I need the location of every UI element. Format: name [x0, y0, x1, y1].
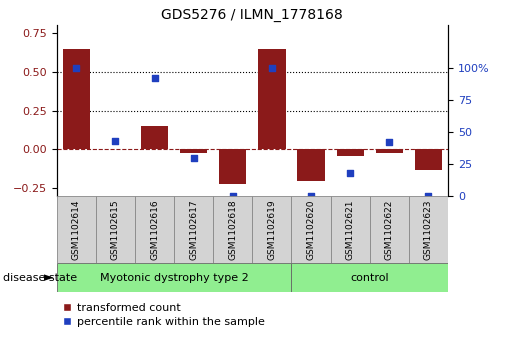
Bar [291, 263, 448, 292]
Bar [96, 196, 135, 263]
Bar [62, 49, 90, 150]
Text: GSM1102614: GSM1102614 [72, 199, 81, 260]
Bar [213, 196, 252, 263]
Text: control: control [351, 273, 389, 283]
Text: GSM1102621: GSM1102621 [346, 199, 355, 260]
Bar [174, 196, 213, 263]
Point [229, 193, 237, 199]
Text: GSM1102617: GSM1102617 [189, 199, 198, 260]
Text: GSM1102623: GSM1102623 [424, 199, 433, 260]
Bar [57, 263, 291, 292]
Bar [409, 196, 448, 263]
Point [72, 65, 80, 71]
Text: Myotonic dystrophy type 2: Myotonic dystrophy type 2 [100, 273, 248, 283]
Point [268, 65, 276, 71]
Point [346, 170, 354, 176]
Point [150, 76, 159, 81]
Title: GDS5276 / ILMN_1778168: GDS5276 / ILMN_1778168 [162, 8, 343, 22]
Point [424, 193, 433, 199]
Text: ►: ► [44, 271, 54, 284]
Bar [375, 150, 403, 152]
Bar [415, 150, 442, 170]
Text: GSM1102618: GSM1102618 [228, 199, 237, 260]
Point [190, 155, 198, 160]
Bar [135, 196, 174, 263]
Bar [180, 150, 208, 152]
Text: GSM1102620: GSM1102620 [306, 199, 316, 260]
Bar [291, 196, 331, 263]
Bar [258, 49, 286, 150]
Point [385, 139, 393, 145]
Point [307, 193, 315, 199]
Bar [57, 196, 96, 263]
Bar [252, 196, 291, 263]
Text: GSM1102615: GSM1102615 [111, 199, 120, 260]
Bar [336, 150, 364, 156]
Bar [297, 150, 325, 180]
Text: disease state: disease state [3, 273, 77, 283]
Point [111, 138, 119, 144]
Text: GSM1102616: GSM1102616 [150, 199, 159, 260]
Bar [219, 150, 247, 184]
Text: GSM1102622: GSM1102622 [385, 199, 394, 260]
Text: GSM1102619: GSM1102619 [267, 199, 277, 260]
Bar [370, 196, 409, 263]
Bar [331, 196, 370, 263]
Bar [141, 126, 168, 150]
Legend: transformed count, percentile rank within the sample: transformed count, percentile rank withi… [62, 303, 265, 327]
